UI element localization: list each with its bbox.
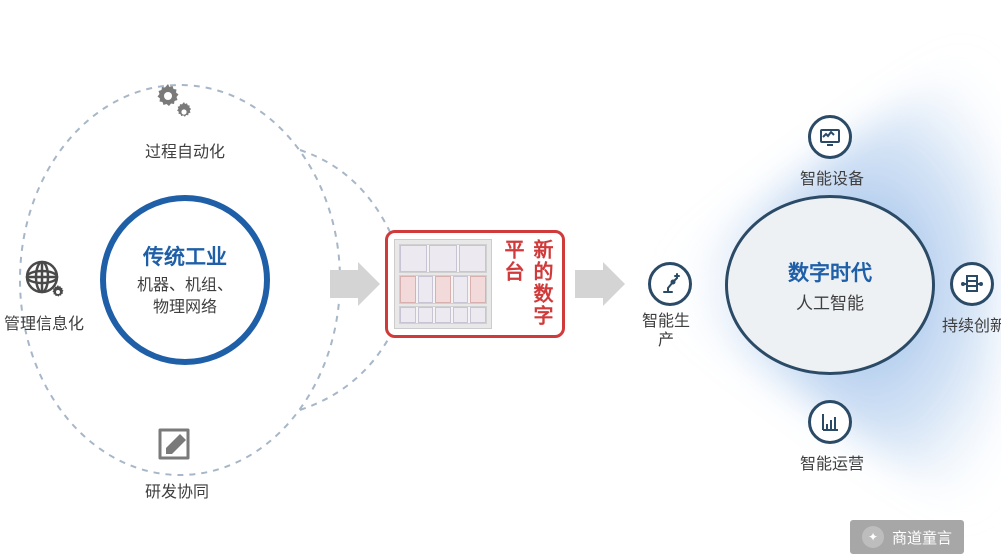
left-circle: 传统工业 机器、机组、物理网络 — [100, 195, 270, 365]
center-box-label: 新的数字平台 — [498, 239, 556, 329]
gears-icon — [150, 78, 198, 126]
continuous-innovation-label: 持续创新 — [942, 312, 1001, 336]
right-ellipse-sub: 人工智能 — [796, 289, 864, 314]
globe-gear-icon — [22, 255, 70, 303]
process-automation-label: 过程自动化 — [145, 138, 225, 162]
edit-icon — [150, 420, 198, 468]
monitor-icon — [808, 115, 852, 159]
right-ellipse-title: 数字时代 — [788, 257, 872, 287]
right-ellipse: 数字时代 人工智能 — [725, 195, 935, 375]
arrow-right — [575, 262, 625, 306]
diagram-canvas: 传统工业 机器、机组、物理网络 过程自动化 — [0, 0, 1001, 560]
management-info-label: 管理信息化 — [4, 310, 84, 334]
smart-device-label: 智能设备 — [800, 165, 864, 189]
smart-production-label: 智能生产 — [636, 312, 696, 350]
left-circle-title: 传统工业 — [143, 241, 227, 271]
chart-icon — [808, 400, 852, 444]
rd-collab-label: 研发协同 — [145, 478, 209, 502]
watermark: ✦ 商道童言 — [850, 520, 964, 554]
watermark-text: 商道童言 — [892, 527, 952, 548]
arrow-left — [330, 262, 380, 306]
platform-thumb — [394, 239, 492, 329]
smart-operation-label: 智能运营 — [800, 450, 864, 474]
left-circle-sub: 机器、机组、物理网络 — [137, 275, 233, 320]
server-icon — [950, 262, 994, 306]
robot-arm-icon — [648, 262, 692, 306]
center-platform-box: 新的数字平台 — [385, 230, 565, 338]
wechat-icon: ✦ — [862, 526, 884, 548]
